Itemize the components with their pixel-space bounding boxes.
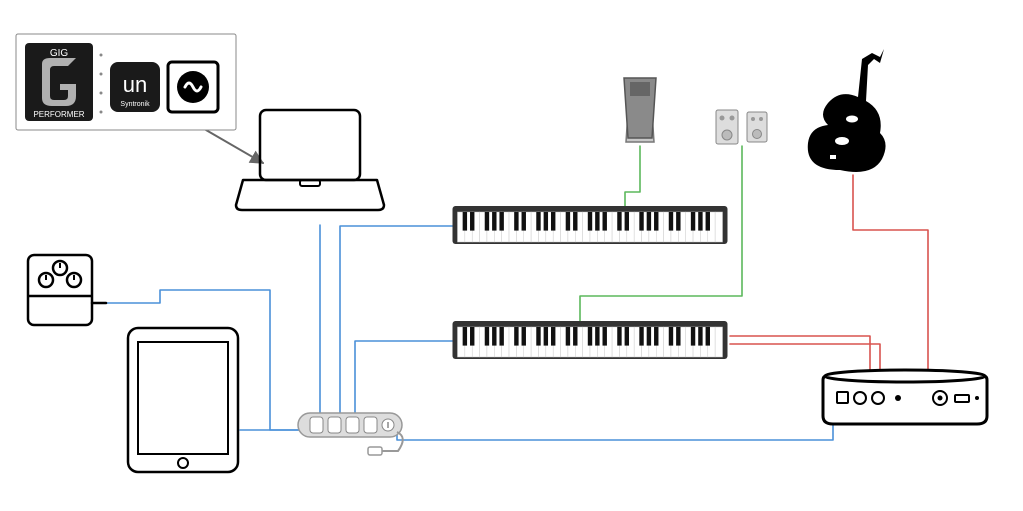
gig-performer-icon: GIG PERFORMER: [25, 43, 93, 121]
audio-interface-icon: [823, 370, 987, 424]
cable-midi: [625, 146, 640, 206]
cable-usb: [355, 341, 455, 415]
tablet-icon: [128, 328, 238, 472]
guitar-icon: [808, 49, 886, 172]
syntronik-label: Syntronik: [120, 101, 150, 108]
expression-pedal-icon: [624, 78, 656, 142]
gig-label-bottom: PERFORMER: [33, 110, 84, 119]
stompbox-a-icon: [716, 110, 738, 144]
rig-diagram: GIG PERFORMER un Syntronik: [0, 0, 1023, 511]
stompbox-b-icon: [747, 112, 767, 142]
gig-label-top: GIG: [50, 48, 69, 59]
plugin-circle-icon: [168, 62, 218, 112]
cable-usb: [397, 417, 833, 440]
software-box: GIG PERFORMER un Syntronik: [16, 34, 236, 130]
midi-pedal-controller-icon: [28, 255, 106, 325]
syntronik-icon: un Syntronik: [110, 62, 160, 112]
keyboard-bottom: [453, 321, 728, 359]
usb-hub-icon: [298, 413, 403, 455]
cable-usb: [320, 225, 325, 422]
syntronik-glyph: un: [123, 72, 147, 97]
cable-audio: [853, 175, 928, 383]
keyboard-top: [453, 206, 728, 244]
cable-signal_arrow: [206, 130, 263, 163]
cables: [106, 130, 928, 440]
cable-usb: [340, 226, 455, 415]
